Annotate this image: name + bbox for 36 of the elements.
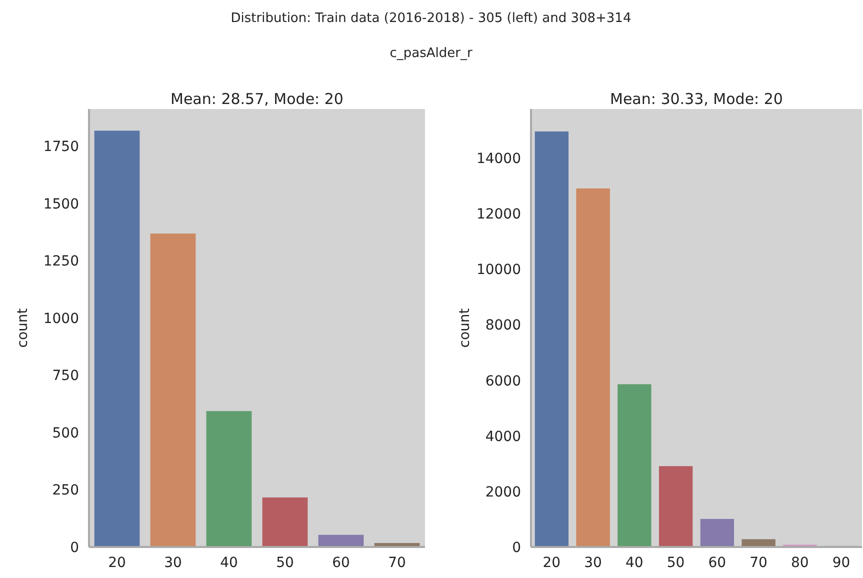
- y-tick-label: 0: [512, 540, 521, 556]
- y-tick-label: 750: [52, 368, 79, 384]
- x-tick-label: 70: [388, 555, 406, 571]
- y-tick-label: 500: [52, 425, 79, 442]
- x-tick-label: 20: [108, 555, 126, 571]
- y-tick-label: 12000: [476, 206, 521, 223]
- y-tick-label: 10000: [476, 262, 521, 278]
- y-tick-label: 6000: [485, 373, 521, 390]
- x-tick-label: 60: [708, 555, 726, 571]
- x-tick-label: 60: [332, 555, 350, 571]
- y-tick-label: 0: [70, 540, 79, 556]
- text: Distribution: Train data (2016-2018) - 305 (left) and 308+314: [230, 11, 632, 26]
- x-tick-label: 40: [220, 555, 238, 571]
- y-tick-label: 2000: [485, 484, 521, 500]
- x-tick-label: 80: [791, 555, 809, 571]
- y-axis-title: count: [15, 308, 31, 348]
- y-tick-label: 1250: [43, 254, 79, 270]
- x-tick-label: 30: [584, 555, 602, 571]
- y-tick-label: 8000: [485, 318, 521, 334]
- y-tick-label: 4000: [485, 428, 521, 445]
- y-tick-label: 1750: [43, 139, 79, 156]
- x-tick-label: 50: [276, 555, 294, 571]
- y-tick-label: 14000: [476, 151, 521, 168]
- x-tick-label: 30: [164, 555, 182, 571]
- y-tick-label: 1000: [43, 310, 79, 327]
- chart-title: Mean: 30.33, Mode: 20: [610, 90, 783, 108]
- x-tick-label: 70: [750, 555, 768, 571]
- text: c_pasAlder_r: [390, 46, 473, 61]
- x-tick-label: 40: [626, 555, 644, 571]
- y-tick-label: 250: [52, 482, 79, 499]
- y-axis-title: count: [457, 308, 473, 348]
- y-tick-label: 1500: [43, 196, 79, 212]
- x-tick-label: 50: [666, 555, 685, 571]
- chart-title: Mean: 28.57, Mode: 20: [170, 90, 344, 108]
- x-tick-label: 90: [832, 555, 850, 571]
- x-tick-label: 20: [542, 555, 561, 571]
